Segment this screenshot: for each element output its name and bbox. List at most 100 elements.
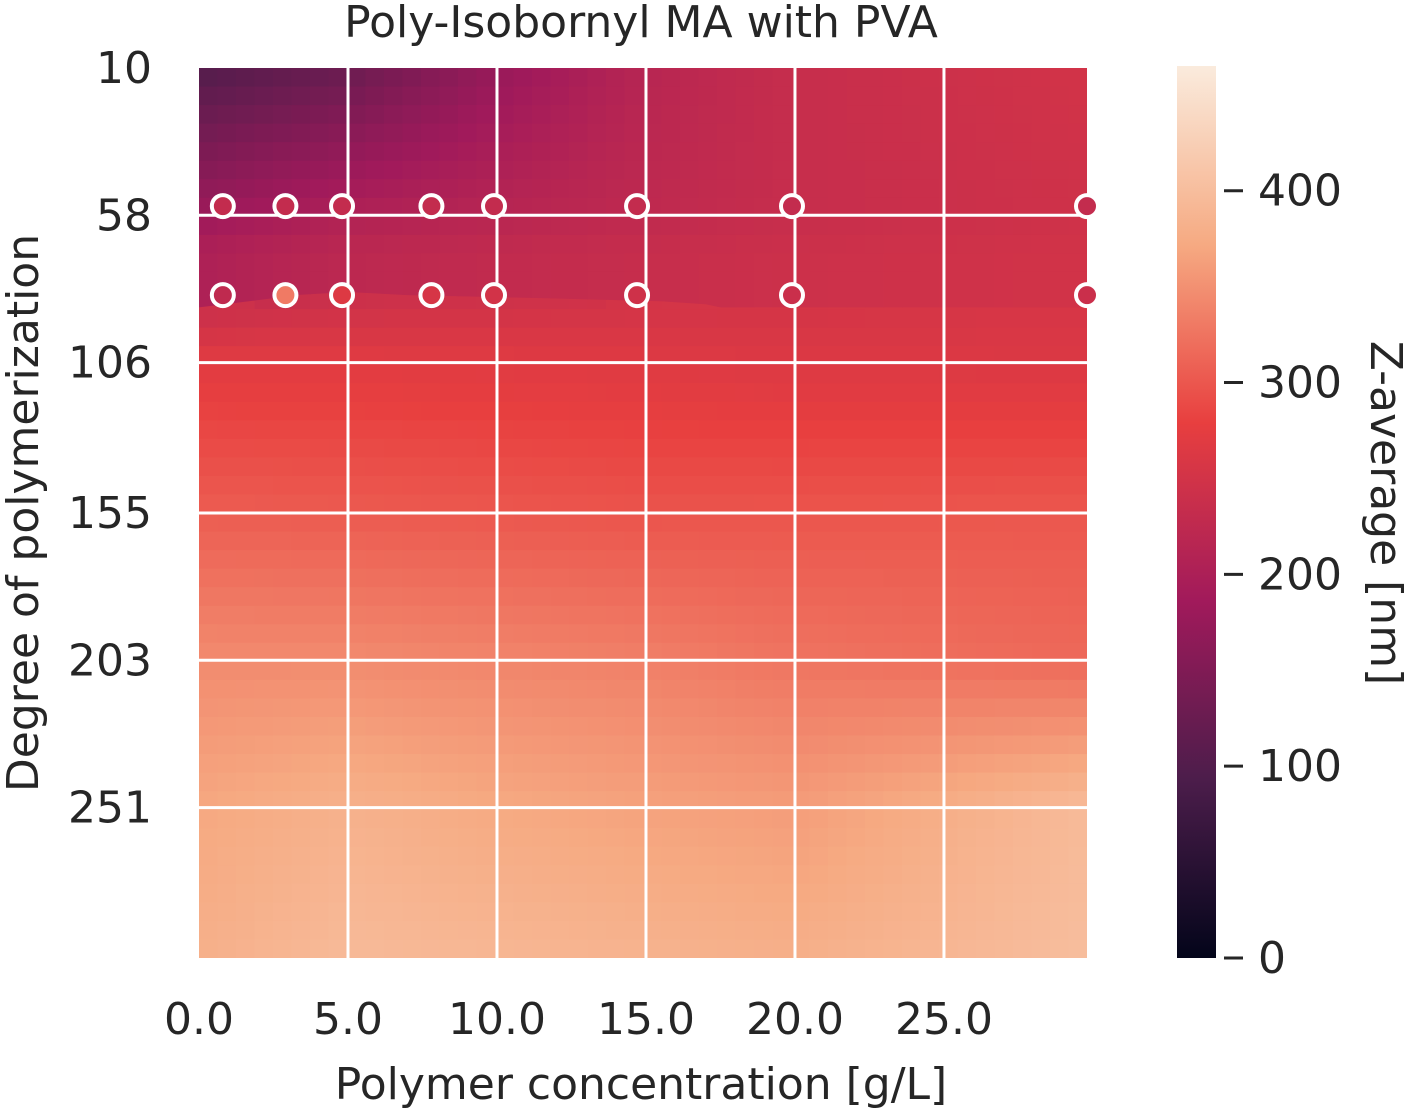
heatmap-cell [495, 216, 515, 236]
heatmap-cell [680, 123, 700, 143]
heatmap-cell [384, 271, 404, 292]
heatmap-cell [550, 346, 570, 366]
heatmap-cell [939, 160, 959, 181]
heatmap-cell [328, 475, 348, 496]
heatmap-cell [624, 846, 644, 867]
heatmap-cell [865, 550, 885, 570]
heatmap-cell [1013, 920, 1033, 941]
heatmap-cell [217, 383, 237, 403]
heatmap-cell [772, 253, 792, 273]
heatmap-cell [458, 883, 478, 904]
heatmap-cell [384, 605, 404, 626]
heatmap-cell [772, 920, 792, 941]
heatmap-cell [421, 698, 441, 718]
heatmap-cell [883, 438, 903, 459]
heatmap-cell [920, 642, 940, 663]
heatmap-cell [717, 772, 737, 792]
heatmap-cell [291, 68, 311, 88]
heatmap-cell [846, 68, 866, 88]
heatmap-cell [310, 883, 330, 904]
heatmap-cell [957, 587, 977, 607]
heatmap-cell [680, 902, 700, 922]
heatmap-cell [809, 475, 829, 496]
heatmap-cell [273, 865, 293, 885]
heatmap-cell [273, 383, 293, 403]
heatmap-cell [402, 679, 422, 700]
heatmap-cell [421, 123, 441, 143]
heatmap-cell [236, 587, 256, 607]
heatmap-cell [291, 271, 311, 292]
heatmap-cell [680, 642, 700, 663]
heatmap-cell [291, 494, 311, 514]
heatmap-cell [865, 197, 885, 218]
heatmap-cell [1050, 513, 1070, 533]
heatmap-cell [291, 772, 311, 792]
heatmap-cell [624, 105, 644, 125]
heatmap-cell [328, 105, 348, 125]
heatmap-cell [902, 271, 922, 292]
heatmap-cell [458, 624, 478, 644]
heatmap-cell [772, 939, 792, 958]
heatmap-cell [1050, 679, 1070, 700]
heatmap-cell [994, 716, 1014, 737]
heatmap-cell [328, 642, 348, 663]
heatmap-cell [273, 605, 293, 626]
heatmap-cell [310, 605, 330, 626]
heatmap-cell [661, 550, 681, 570]
heatmap-cell [217, 438, 237, 459]
heatmap-cell [1031, 253, 1051, 273]
heatmap-cell [1031, 846, 1051, 867]
heatmap-cell [976, 475, 996, 496]
heatmap-cell [513, 216, 533, 236]
heatmap-cell [1068, 716, 1087, 737]
heatmap-cell [291, 86, 311, 106]
heatmap-cell [328, 513, 348, 533]
heatmap-cell [347, 142, 367, 162]
heatmap-cell [661, 624, 681, 644]
heatmap-cell [883, 883, 903, 904]
heatmap-cell [680, 550, 700, 570]
heatmap-cell [273, 698, 293, 718]
heatmap-cell [254, 142, 274, 162]
heatmap-cell [846, 865, 866, 885]
heatmap-cell [254, 772, 274, 792]
heatmap-cell [661, 309, 681, 329]
heatmap-cell [902, 123, 922, 143]
heatmap-cell [1031, 86, 1051, 106]
heatmap-cell [532, 346, 552, 366]
heatmap-cell [883, 309, 903, 329]
heatmap-cell [328, 587, 348, 607]
heatmap-cell [1050, 828, 1070, 848]
heatmap-cell [661, 902, 681, 922]
heatmap-cell [550, 735, 570, 755]
heatmap-cell [1013, 902, 1033, 922]
heatmap-cell [846, 661, 866, 681]
heatmap-cell [1050, 234, 1070, 255]
heatmap-cell [439, 383, 459, 403]
heatmap-cell [310, 327, 330, 347]
heatmap-cell [550, 234, 570, 255]
heatmap-cell [865, 754, 885, 774]
heatmap-cell [976, 290, 996, 308]
x-tick-label: 20.0 [746, 994, 844, 1045]
heatmap-cell [587, 123, 607, 143]
heatmap-cell [254, 846, 274, 867]
heatmap-cell [865, 661, 885, 681]
heatmap-cell [347, 587, 367, 607]
heatmap-cell [476, 698, 496, 718]
heatmap-cell [384, 105, 404, 125]
heatmap-cell [384, 679, 404, 700]
heatmap-cell [754, 105, 774, 125]
heatmap-cell [291, 105, 311, 125]
heatmap-cell [957, 754, 977, 774]
heatmap-cell [606, 438, 626, 459]
heatmap-cell [1013, 160, 1033, 181]
heatmap-cell [513, 587, 533, 607]
heatmap-cell [735, 68, 755, 88]
heatmap-cell [828, 883, 848, 904]
heatmap-cell [865, 809, 885, 830]
heatmap-cell [772, 346, 792, 366]
heatmap-cell [402, 105, 422, 125]
heatmap-cell [976, 86, 996, 106]
heatmap-cell [920, 105, 940, 125]
